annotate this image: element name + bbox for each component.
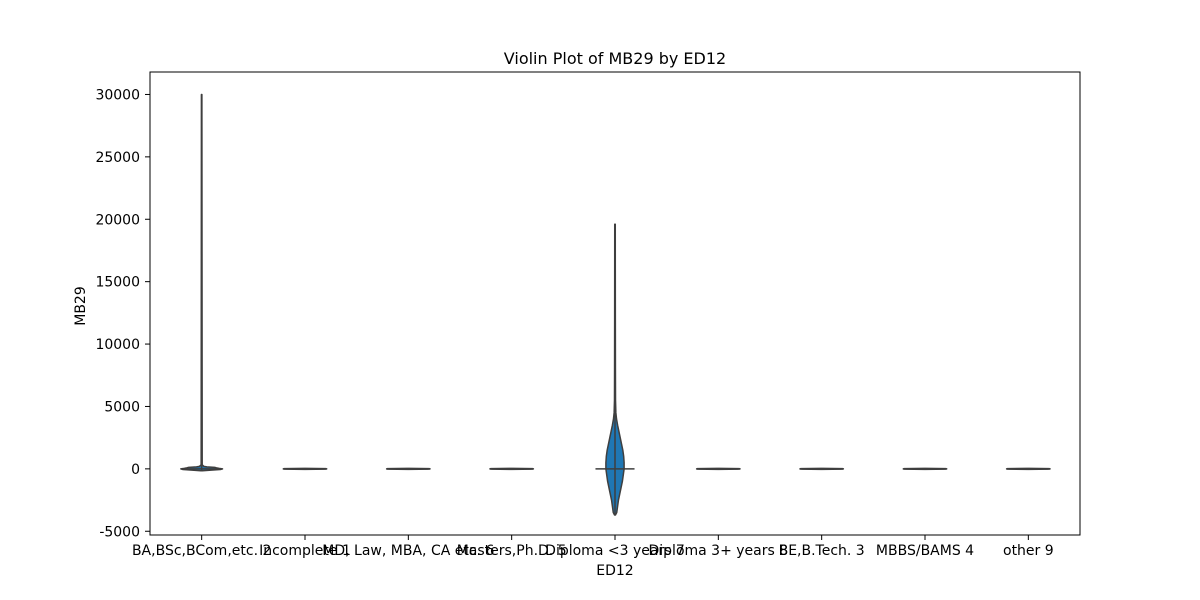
- x-tick-label: BA,BSc,BCom,etc. 2: [132, 543, 271, 559]
- y-tick-label: -5000: [99, 524, 140, 540]
- y-tick-label: 20000: [95, 212, 140, 228]
- y-axis-label: MB29: [73, 286, 89, 326]
- y-tick-label: 10000: [95, 337, 140, 353]
- x-tick-label: BE,B.Tech. 3: [779, 543, 865, 559]
- x-axis-label: ED12: [596, 563, 633, 579]
- y-tick-label: 0: [131, 462, 140, 478]
- y-tick-label: 5000: [104, 399, 140, 415]
- y-tick-label: 15000: [95, 275, 140, 291]
- y-tick-label: 30000: [95, 87, 140, 103]
- x-tick-label: other 9: [1003, 543, 1054, 559]
- plot-area: -5000 0 5000 10000 15000 20000 25000 30000 BA,BS…: [95, 71, 1081, 559]
- x-tick-label: Masters,Ph.D. 5: [457, 543, 567, 559]
- chart-title: Violin Plot of MB29 by ED12: [504, 49, 726, 68]
- y-tick-label: 25000: [95, 150, 140, 166]
- x-tick-label: Diploma <3 years 7: [545, 543, 685, 559]
- x-tick-label: Diploma 3+ years 8: [649, 543, 789, 559]
- x-tick-label: MBBS/BAMS 4: [876, 543, 974, 559]
- x-tick-label: MD, Law, MBA, CA etc. 6: [322, 543, 494, 559]
- x-tick-label: Incomplete 1: [259, 543, 351, 559]
